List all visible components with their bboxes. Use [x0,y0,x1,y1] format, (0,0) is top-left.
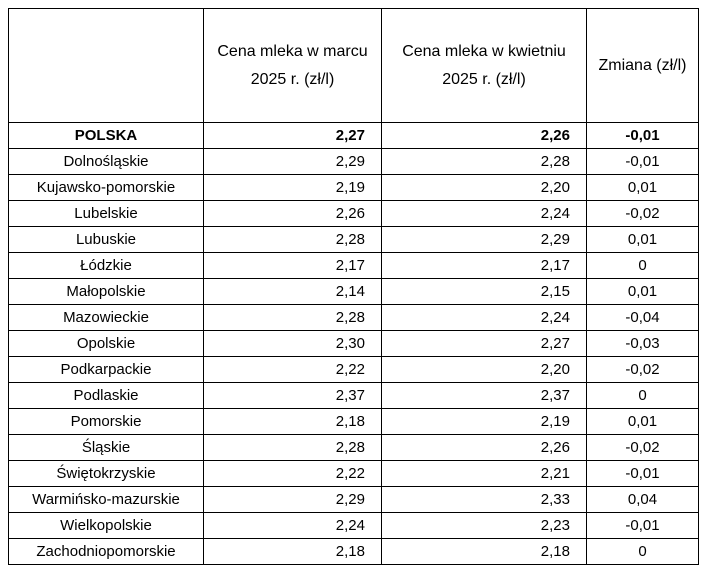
table-row: Opolskie 2,30 2,27 -0,03 [8,330,699,357]
change-cell: -0,01 [586,512,699,539]
march-price-cell: 2,29 [203,486,382,513]
region-cell: Podlaskie [8,382,204,409]
change-cell: -0,01 [586,148,699,175]
change-cell: -0,02 [586,434,699,461]
march-price-cell: 2,19 [203,174,382,201]
march-price-cell: 2,28 [203,226,382,253]
table-row: Podkarpackie 2,22 2,20 -0,02 [8,356,699,383]
table-row: Pomorskie 2,18 2,19 0,01 [8,408,699,435]
march-price-cell: 2,28 [203,304,382,331]
region-cell: Kujawsko-pomorskie [8,174,204,201]
march-price-cell: 2,18 [203,538,382,565]
header-cell-march-price: Cena mleka w marcu 2025 r. (zł/l) [203,8,382,123]
april-price-cell: 2,26 [381,434,587,461]
march-price-cell: 2,22 [203,460,382,487]
region-cell: Wielkopolskie [8,512,204,539]
april-price-cell: 2,15 [381,278,587,305]
march-price-cell: 2,14 [203,278,382,305]
header-cell-april-price: Cena mleka w kwietniu 2025 r. (zł/l) [381,8,587,123]
region-cell: Śląskie [8,434,204,461]
region-cell: Małopolskie [8,278,204,305]
change-cell: -0,03 [586,330,699,357]
change-cell: 0,04 [586,486,699,513]
march-price-cell: 2,17 [203,252,382,279]
change-cell: 0,01 [586,408,699,435]
change-cell: -0,01 [586,122,699,149]
table-row: Świętokrzyskie 2,22 2,21 -0,01 [8,460,699,487]
april-price-cell: 2,20 [381,356,587,383]
region-cell: Opolskie [8,330,204,357]
region-cell: Łódzkie [8,252,204,279]
april-price-cell: 2,18 [381,538,587,565]
march-price-cell: 2,22 [203,356,382,383]
april-price-cell: 2,17 [381,252,587,279]
table-row: Śląskie 2,28 2,26 -0,02 [8,434,699,461]
april-price-cell: 2,24 [381,200,587,227]
table-row: Wielkopolskie 2,24 2,23 -0,01 [8,512,699,539]
april-price-cell: 2,28 [381,148,587,175]
change-cell: -0,02 [586,356,699,383]
march-price-cell: 2,26 [203,200,382,227]
march-price-cell: 2,28 [203,434,382,461]
table-row: Podlaskie 2,37 2,37 0 [8,382,699,409]
region-cell: Lubelskie [8,200,204,227]
table-row: Małopolskie 2,14 2,15 0,01 [8,278,699,305]
march-price-cell: 2,27 [203,122,382,149]
april-price-cell: 2,21 [381,460,587,487]
april-price-cell: 2,23 [381,512,587,539]
region-cell: Mazowieckie [8,304,204,331]
change-cell: 0,01 [586,174,699,201]
table-row: Kujawsko-pomorskie 2,19 2,20 0,01 [8,174,699,201]
march-price-cell: 2,24 [203,512,382,539]
change-cell: -0,02 [586,200,699,227]
march-price-cell: 2,30 [203,330,382,357]
april-price-cell: 2,24 [381,304,587,331]
change-cell: -0,04 [586,304,699,331]
april-price-cell: 2,26 [381,122,587,149]
table-row: Zachodniopomorskie 2,18 2,18 0 [8,538,699,565]
region-cell: Pomorskie [8,408,204,435]
table-row: Lubuskie 2,28 2,29 0,01 [8,226,699,253]
region-cell: Lubuskie [8,226,204,253]
header-cell-change: Zmiana (zł/l) [586,8,699,123]
change-cell: 0,01 [586,226,699,253]
header-cell-region [8,8,204,123]
table-row: Dolnośląskie 2,29 2,28 -0,01 [8,148,699,175]
table-row: POLSKA 2,27 2,26 -0,01 [8,122,699,149]
region-cell: Podkarpackie [8,356,204,383]
march-price-cell: 2,29 [203,148,382,175]
milk-price-table: Cena mleka w marcu 2025 r. (zł/l) Cena m… [8,8,699,565]
region-cell: Dolnośląskie [8,148,204,175]
april-price-cell: 2,37 [381,382,587,409]
region-cell: Warmińsko-mazurskie [8,486,204,513]
table-body: POLSKA 2,27 2,26 -0,01 Dolnośląskie 2,29 2,28-… [8,122,699,565]
change-cell: -0,01 [586,460,699,487]
region-cell: Zachodniopomorskie [8,538,204,565]
april-price-cell: 2,20 [381,174,587,201]
table-row: Warmińsko-mazurskie 2,29 2,33 0,04 [8,486,699,513]
change-cell: 0 [586,252,699,279]
april-price-cell: 2,29 [381,226,587,253]
april-price-cell: 2,33 [381,486,587,513]
change-cell: 0 [586,382,699,409]
march-price-cell: 2,37 [203,382,382,409]
table-row: Łódzkie 2,17 2,17 0 [8,252,699,279]
change-cell: 0,01 [586,278,699,305]
table-row: Lubelskie 2,26 2,24 -0,02 [8,200,699,227]
table-row: Mazowieckie 2,28 2,24 -0,04 [8,304,699,331]
april-price-cell: 2,19 [381,408,587,435]
april-price-cell: 2,27 [381,330,587,357]
region-cell: POLSKA [8,122,204,149]
region-cell: Świętokrzyskie [8,460,204,487]
march-price-cell: 2,18 [203,408,382,435]
change-cell: 0 [586,538,699,565]
table-header-row: Cena mleka w marcu 2025 r. (zł/l) Cena m… [8,8,699,123]
